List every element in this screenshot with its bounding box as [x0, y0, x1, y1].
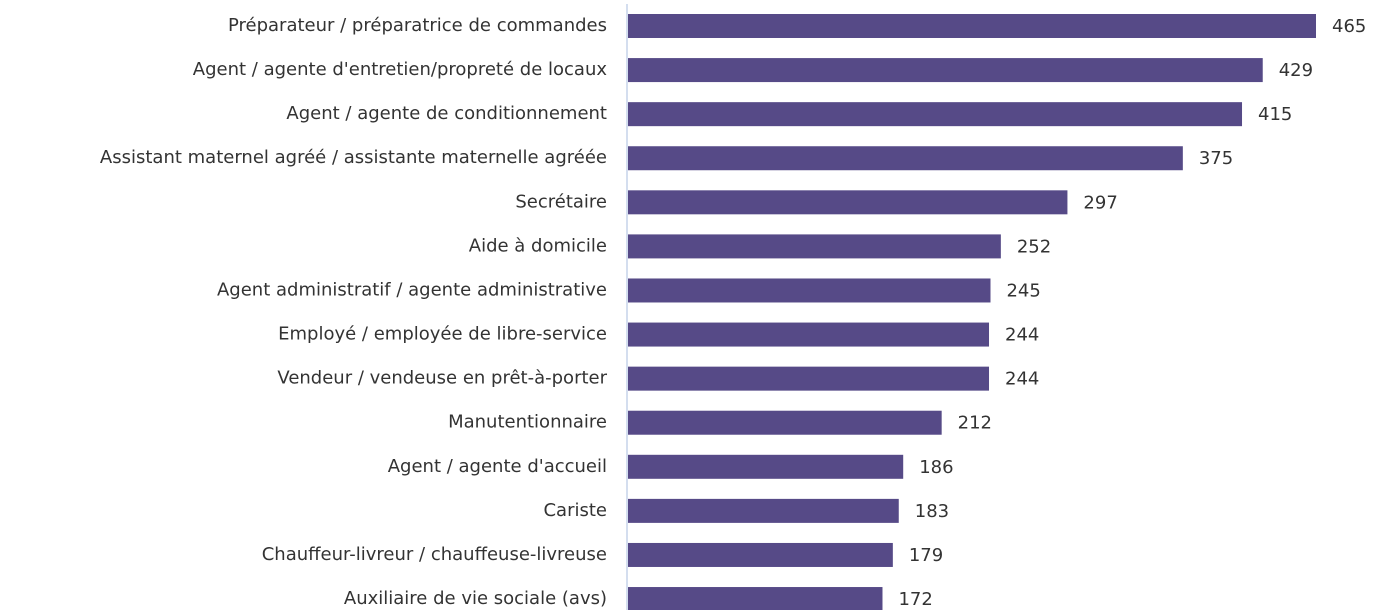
bar [628, 102, 1243, 127]
bar [628, 542, 893, 567]
bar [628, 322, 990, 347]
category-label: Chauffeur-livreur / chauffeuse-livreuse [262, 544, 607, 565]
value-label: 375 [1199, 148, 1233, 169]
category-label: Agent / agente d'accueil [388, 456, 607, 477]
value-label: 212 [958, 413, 992, 434]
bar [628, 366, 990, 391]
value-label: 183 [915, 501, 949, 522]
bar [628, 587, 883, 610]
bar [628, 278, 991, 303]
value-label: 429 [1279, 60, 1313, 81]
bar [628, 190, 1068, 215]
value-label: 252 [1017, 236, 1051, 257]
bar [628, 410, 942, 435]
category-label: Secrétaire [515, 191, 607, 212]
category-label: Manutentionnaire [448, 412, 607, 433]
value-label: 172 [898, 589, 932, 610]
category-label: Agent administratif / agente administrat… [217, 279, 607, 300]
value-label: 186 [919, 457, 953, 478]
category-label: Vendeur / vendeuse en prêt-à-porter [277, 368, 607, 389]
category-label: Préparateur / préparatrice de commandes [228, 15, 607, 36]
category-label: Auxiliaire de vie sociale (avs) [344, 588, 607, 609]
value-label: 465 [1332, 16, 1366, 37]
value-label: 297 [1083, 192, 1117, 213]
value-label: 245 [1006, 280, 1040, 301]
value-label: 244 [1005, 325, 1039, 346]
category-label: Cariste [543, 500, 607, 521]
bar [628, 146, 1183, 171]
category-label: Agent / agente de conditionnement [286, 103, 607, 124]
bar [628, 454, 904, 479]
category-label: Employé / employée de libre-service [278, 324, 607, 345]
value-label: 415 [1258, 104, 1292, 125]
bar [628, 58, 1263, 83]
value-label: 179 [909, 545, 943, 566]
bar [628, 498, 899, 523]
category-label: Assistant maternel agréé / assistante ma… [100, 147, 607, 168]
bar [628, 234, 1001, 259]
bar [628, 14, 1316, 38]
category-label: Aide à domicile [469, 235, 607, 256]
category-label: Agent / agente d'entretien/propreté de l… [193, 59, 608, 80]
value-label: 244 [1005, 369, 1039, 390]
